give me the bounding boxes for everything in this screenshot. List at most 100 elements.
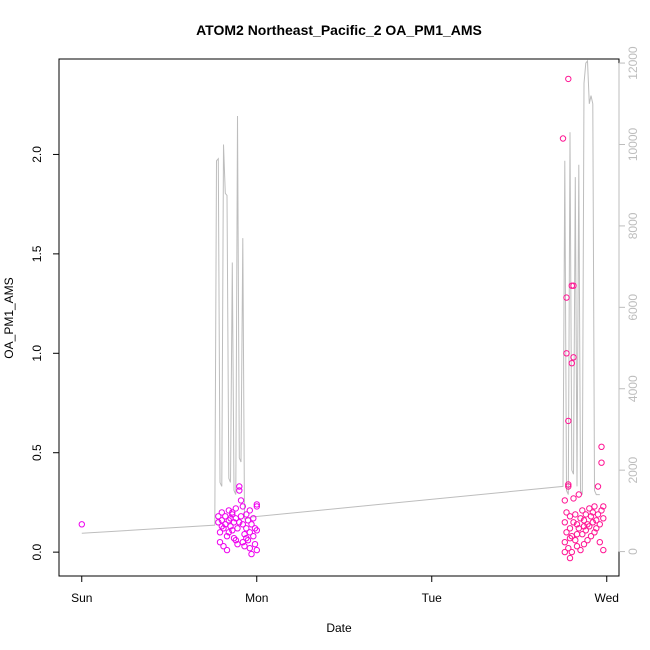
data-point: [253, 527, 260, 534]
data-point: [234, 525, 241, 532]
data-point: [244, 537, 252, 544]
data-point: [220, 543, 227, 550]
data-point: [225, 517, 233, 524]
line-series-group: [81, 59, 600, 534]
data-point: [229, 527, 236, 534]
data-point: [575, 491, 582, 498]
data-point: [587, 533, 595, 540]
data-point: [561, 497, 568, 504]
data-point: [580, 523, 588, 530]
data-point: [584, 521, 591, 528]
data-point: [565, 481, 572, 488]
data-point: [565, 75, 572, 83]
data-point: [565, 483, 572, 490]
data-point: [241, 531, 248, 538]
x-tick-label: Sun: [71, 591, 92, 605]
point-series-group: [78, 75, 607, 562]
data-point: [220, 525, 227, 532]
data-point: [589, 519, 596, 526]
data-point: [594, 511, 602, 518]
y-tick-label: 0.0: [30, 543, 44, 560]
x-axis: Sun Mon Tue Wed: [71, 575, 619, 605]
data-point: [216, 529, 224, 536]
y2-tick-label: 8000: [626, 212, 640, 239]
data-point: [232, 515, 240, 522]
y-tick-label: 0.5: [30, 444, 44, 461]
data-point: [586, 505, 593, 512]
data-point: [239, 539, 247, 546]
data-point: [582, 511, 589, 518]
data-point: [216, 539, 224, 546]
y-axis-left: 0.0 0.5 1.0 1.5 2.0: [30, 146, 60, 560]
data-point: [250, 515, 257, 522]
x-tick-label: Tue: [422, 591, 443, 605]
y2-tick-label: 12000: [626, 46, 640, 80]
data-point: [251, 525, 259, 532]
data-point: [222, 521, 229, 528]
data-point: [563, 294, 570, 301]
data-point: [582, 527, 589, 534]
data-point: [215, 519, 222, 526]
data-point: [246, 529, 254, 536]
plot-frame: [58, 58, 620, 577]
y-tick-label: 1.0: [30, 345, 44, 362]
data-point: [234, 541, 241, 548]
data-point: [237, 497, 245, 504]
data-point: [598, 443, 605, 450]
data-point: [587, 513, 595, 520]
data-point: [594, 483, 602, 490]
data-point: [227, 523, 234, 530]
data-point: [563, 350, 570, 357]
data-point: [218, 523, 226, 530]
data-point: [244, 517, 252, 524]
y-axis-label: OA_PM1_AMS: [2, 277, 16, 358]
data-point: [563, 529, 570, 536]
data-point: [251, 541, 259, 548]
y2-tick-label: 2000: [626, 456, 640, 483]
data-point: [573, 531, 581, 538]
data-point: [229, 511, 236, 518]
data-point: [559, 135, 567, 142]
data-point: [600, 515, 607, 522]
data-point: [589, 509, 596, 516]
data-point: [596, 539, 603, 546]
data-point: [568, 533, 575, 540]
data-point: [577, 546, 584, 554]
data-point: [246, 545, 254, 552]
data-point: [248, 521, 255, 528]
data-point: [229, 509, 236, 516]
data-point: [568, 548, 575, 556]
data-point: [573, 521, 581, 528]
data-point: [215, 513, 222, 520]
data-point: [237, 513, 245, 520]
data-point: [243, 525, 250, 532]
data-point: [593, 525, 600, 532]
data-point: [598, 507, 605, 514]
y-axis-right: 0 2000 4000 6000 8000 10000 12000: [618, 46, 640, 555]
data-point: [563, 509, 570, 516]
chart-title: ATOM2 Northeast_Pacific_2 OA_PM1_AMS: [196, 22, 482, 38]
data-point: [575, 525, 582, 532]
data-point: [225, 529, 233, 536]
data-point: [566, 535, 574, 542]
data-point: [218, 517, 226, 524]
data-point: [593, 517, 600, 524]
data-point: [243, 535, 250, 542]
data-point: [580, 517, 588, 524]
data-point: [566, 525, 574, 532]
data-point: [584, 537, 591, 544]
data-point: [570, 282, 577, 289]
y2-tick-label: 6000: [626, 294, 640, 321]
data-point: [239, 503, 247, 510]
data-point: [243, 511, 250, 518]
data-point: [566, 554, 574, 562]
series-line: [81, 59, 600, 534]
data-point: [248, 550, 255, 558]
data-point: [230, 535, 238, 542]
data-point: [570, 495, 577, 502]
x-tick-label: Wed: [595, 591, 619, 605]
data-point: [596, 521, 603, 528]
data-point: [561, 548, 568, 556]
data-point: [565, 417, 572, 425]
